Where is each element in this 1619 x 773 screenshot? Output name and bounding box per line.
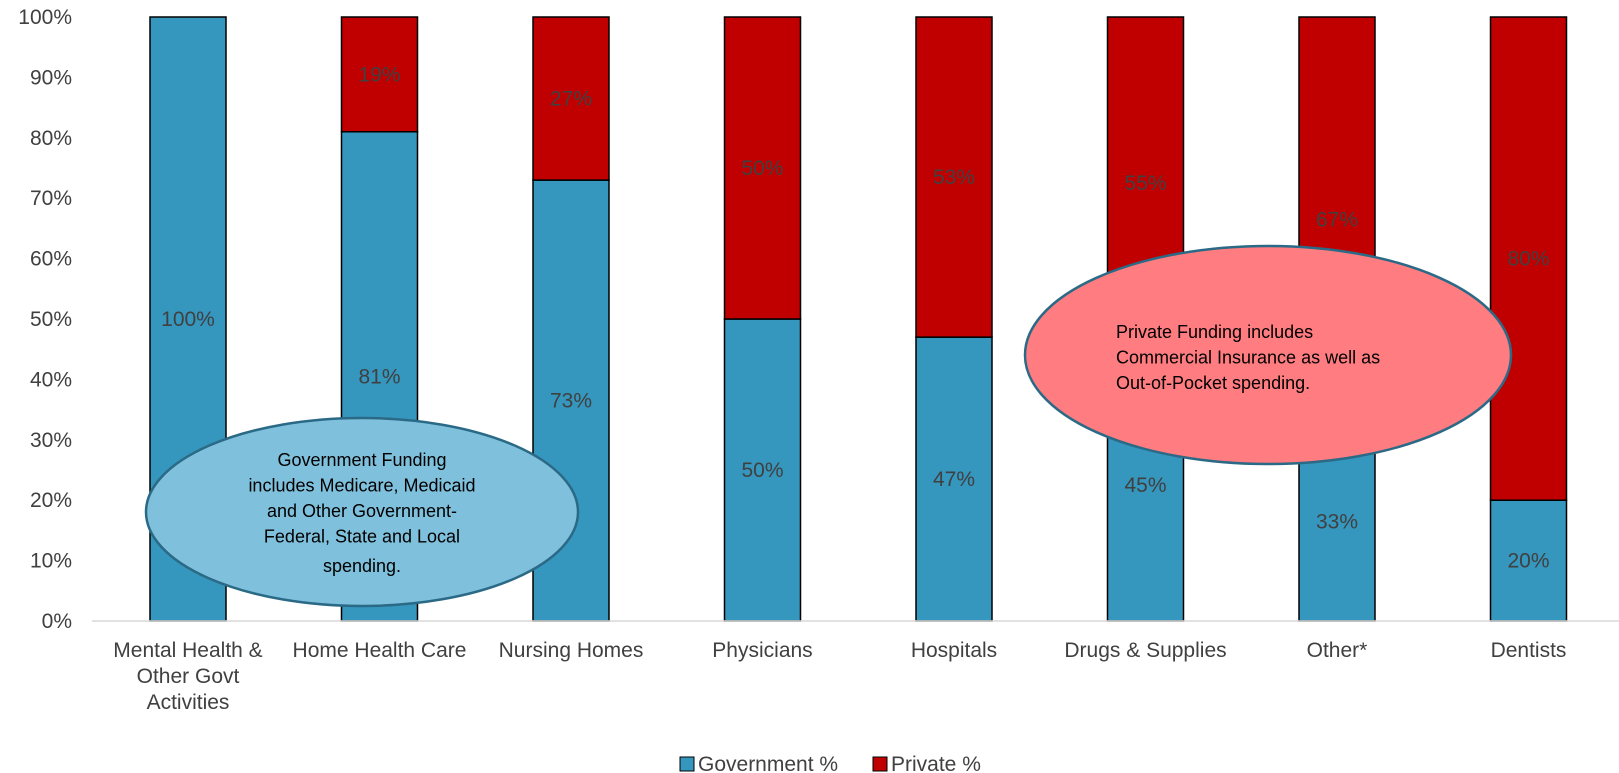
x-category-label: Other* bbox=[1307, 639, 1368, 662]
government-data-label: 81% bbox=[358, 365, 400, 388]
private-callout: Private Funding includes Commercial Insur… bbox=[1023, 244, 1513, 466]
x-category-label: Nursing Homes bbox=[499, 639, 644, 662]
private-bar-segment bbox=[915, 16, 993, 338]
private-data-label: 55% bbox=[1124, 172, 1166, 195]
private-bar-segment bbox=[1489, 16, 1568, 501]
private-data-label: 67% bbox=[1316, 208, 1358, 231]
x-axis-labels: Mental Health & Other Govt Activities Home … bbox=[113, 639, 1566, 714]
private-data-label: 53% bbox=[933, 166, 975, 189]
government-callout: Government Funding includes Medicare, Med… bbox=[144, 416, 580, 608]
x-category-label: Physicians bbox=[712, 639, 812, 662]
x-category-label: Drugs & Supplies bbox=[1064, 639, 1226, 662]
y-tick-label: 10% bbox=[30, 550, 72, 573]
y-axis: 0% 10% 20% 30% 40% 50% 60% 70% 80% 90% 100% bbox=[18, 6, 72, 633]
private-data-label: 19% bbox=[358, 63, 400, 86]
legend-swatch bbox=[872, 756, 888, 772]
government-bar-segment bbox=[915, 336, 993, 622]
x-category-label: Mental Health & Other Govt Activities bbox=[113, 639, 262, 714]
private-bar-segment bbox=[340, 16, 419, 133]
government-callout-text: Government Funding includes Medicare, Med… bbox=[248, 450, 475, 576]
y-tick-label: 80% bbox=[30, 127, 72, 150]
government-data-label: 50% bbox=[741, 459, 783, 482]
y-tick-label: 0% bbox=[42, 610, 72, 633]
y-tick-label: 90% bbox=[30, 66, 72, 89]
government-data-label: 20% bbox=[1507, 550, 1549, 573]
y-tick-label: 30% bbox=[30, 429, 72, 452]
y-tick-label: 40% bbox=[30, 368, 72, 391]
private-callout-text: Private Funding includes Commercial Insur… bbox=[1116, 322, 1380, 393]
legend-label: Private % bbox=[891, 753, 981, 773]
x-category-label: Dentists bbox=[1491, 639, 1567, 662]
y-tick-label: 20% bbox=[30, 489, 72, 512]
x-category-label: Hospitals bbox=[911, 639, 997, 662]
legend: Government % Private % bbox=[679, 753, 981, 773]
y-tick-label: 100% bbox=[18, 6, 72, 29]
legend-government: Government % bbox=[679, 753, 838, 773]
legend-swatch bbox=[679, 756, 695, 772]
private-data-label: 27% bbox=[550, 88, 592, 111]
private-data-label: 80% bbox=[1507, 248, 1549, 271]
y-tick-label: 70% bbox=[30, 187, 72, 210]
legend-label: Government % bbox=[698, 753, 838, 773]
private-bar-segment bbox=[723, 16, 802, 320]
private-bar-segment bbox=[532, 16, 610, 181]
government-data-label: 100% bbox=[161, 308, 215, 331]
government-data-label: 45% bbox=[1124, 474, 1166, 497]
data-labels: 100% 81% 19% 73% 27% 50% 50% 47% 53% 45% 55% 33% 67%… bbox=[161, 63, 1549, 572]
x-category-label: Home Health Care bbox=[293, 639, 467, 662]
government-data-label: 33% bbox=[1316, 510, 1358, 533]
y-tick-label: 50% bbox=[30, 308, 72, 331]
private-data-label: 50% bbox=[741, 157, 783, 180]
government-bar-segment bbox=[723, 318, 802, 622]
legend-private: Private % bbox=[872, 753, 981, 773]
government-callout-shape bbox=[144, 416, 580, 608]
y-tick-label: 60% bbox=[30, 248, 72, 271]
government-data-label: 73% bbox=[550, 390, 592, 413]
government-data-label: 47% bbox=[933, 468, 975, 491]
private-callout-shape bbox=[1023, 244, 1513, 466]
